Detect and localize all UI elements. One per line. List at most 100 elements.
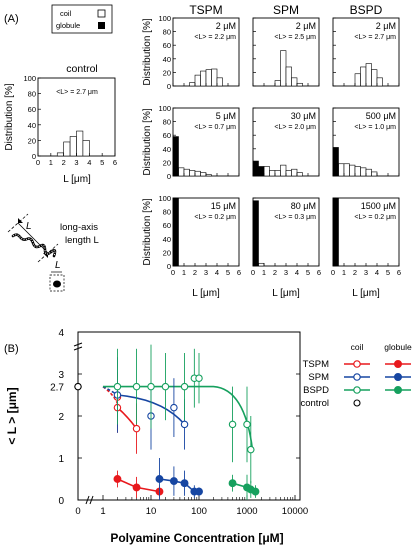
legend-label-control: control (300, 398, 329, 409)
x-tick-label: 3 (74, 158, 78, 167)
concentration-label: 2 μM (376, 21, 396, 31)
x-axis-label: L [μm] (192, 288, 220, 299)
x-tick-label: 0 (36, 158, 40, 167)
mean-length-annotation: <L> = 0.2 μm (194, 214, 236, 221)
spm-globule-point (155, 475, 164, 483)
coil-bar (63, 141, 71, 157)
coil-bar (263, 166, 270, 177)
x-tick-label: 1 (100, 506, 105, 517)
coil-bar (365, 63, 372, 87)
legend-label-tspm: TSPM (303, 359, 329, 370)
concentration-label: 1500 μM (361, 201, 396, 211)
coil-bar (360, 167, 367, 177)
x-axis-label: L [μm] (352, 288, 380, 299)
legend-header-globule: globule (384, 342, 412, 352)
legend-coil-label: coil (60, 9, 72, 18)
spm-coil-point (180, 420, 189, 429)
x-axis-break (85, 495, 94, 505)
trend-curve (116, 406, 138, 430)
concentration-label: 2 μM (216, 21, 236, 31)
control-y-tick-label: 20 (28, 136, 36, 145)
long-axis-label-line1: long-axis (60, 222, 98, 233)
legend-label-bspd: BSPD (303, 385, 329, 396)
x-tick-label: 6 (397, 268, 401, 277)
bspd-globule-point (251, 487, 260, 496)
legend-globule-marker (394, 360, 403, 369)
legend-label-spm: SPM (308, 372, 329, 383)
coil-bar (258, 262, 265, 267)
column-title-bspd: BSPD (350, 3, 383, 17)
spm-globule-point (180, 479, 189, 488)
globule-frame (49, 274, 65, 292)
legend-coil-swatch (97, 9, 106, 18)
coil-bar (82, 140, 90, 157)
mean-length-annotation: <L> = 2.5 μm (274, 34, 316, 41)
coil-bar (343, 163, 350, 177)
globule-dna-icon (53, 280, 61, 288)
coil-bar (69, 136, 77, 157)
bspd-coil-point (113, 382, 122, 391)
y-tick-label: 60 (163, 41, 171, 50)
coil-bar (365, 168, 372, 177)
mean-length-annotation: <L> = 0.3 μm (274, 214, 316, 221)
control-mean-annotation: <L> = 2.7 μm (56, 89, 98, 96)
legend-control-marker (353, 399, 361, 407)
bspd-coil-point (180, 382, 189, 391)
bspd-coil-point (228, 420, 237, 429)
panel-label-b: (B) (4, 343, 19, 355)
x-tick-label: 2 (193, 268, 197, 277)
trend-curve (103, 385, 254, 450)
x-tick-label: 0 (331, 268, 335, 277)
coil-bar (349, 164, 356, 177)
concentration-label: 15 μM (211, 201, 236, 211)
globule-bar (332, 197, 339, 267)
bspd-coil-point (247, 445, 255, 454)
coil-bar (280, 50, 287, 87)
coil-bar (371, 171, 378, 177)
concentration-label: 5 μM (216, 111, 236, 121)
globule-bar (172, 136, 179, 177)
coil-bar (76, 130, 84, 157)
coil-dna-texture (12, 234, 56, 257)
x-tick-label: 3 (204, 268, 208, 277)
y-tick-label: 80 (163, 208, 171, 217)
coil-bar (274, 170, 281, 177)
y-tick-label: 100 (158, 104, 171, 113)
x-tick-label: 5 (100, 158, 104, 167)
mean-length-plot: 0 1 2 3 4 2.7 0 1 10 100 1000 10000 < L > [μm] Polyam… (5, 328, 308, 545)
y-axis-label: Distribution [%] (142, 18, 153, 85)
coil-bar (189, 82, 196, 87)
x-tick-label: 4 (87, 158, 91, 167)
y-tick-label: 0 (167, 172, 171, 181)
mean-length-annotation: <L> = 1.0 μm (354, 124, 396, 131)
x-tick-label: 100 (191, 506, 207, 517)
coil-bar (205, 174, 212, 177)
x-tick-label: 2 (62, 158, 66, 167)
legend-coil-marker (353, 360, 361, 368)
concentration-label: 30 μM (291, 111, 316, 121)
x-tick-label: 5 (226, 268, 230, 277)
histogram-5 (252, 107, 320, 177)
x-tick-label: 5 (306, 268, 310, 277)
globule-bar (172, 197, 179, 267)
histogram-3 (332, 17, 400, 87)
y-axis-label: Distribution [%] (142, 198, 153, 265)
coil-bar (285, 170, 292, 177)
y-tick-label: 0 (167, 262, 171, 271)
tspm-coil-point (132, 424, 141, 433)
tspm-globule-point (113, 475, 122, 483)
y-axis-title: < L > [μm] (5, 387, 19, 444)
coil-bar (194, 170, 201, 177)
column-title-spm: SPM (273, 3, 299, 17)
histogram-6 (332, 107, 400, 177)
globule-L-label: L (55, 260, 61, 271)
coil-bar (296, 82, 303, 87)
coil-bar (354, 166, 361, 177)
coil-dna-icon (11, 233, 57, 258)
mean-length-annotation: <L> = 2.2 μm (194, 34, 236, 41)
length-guide (7, 213, 59, 263)
x-tick-label: 5 (386, 268, 390, 277)
coil-bar (205, 69, 212, 87)
control-y-tick-label: 80 (28, 90, 36, 99)
plot-legend: coil globule TSPM SPM BSPD control (300, 342, 411, 409)
